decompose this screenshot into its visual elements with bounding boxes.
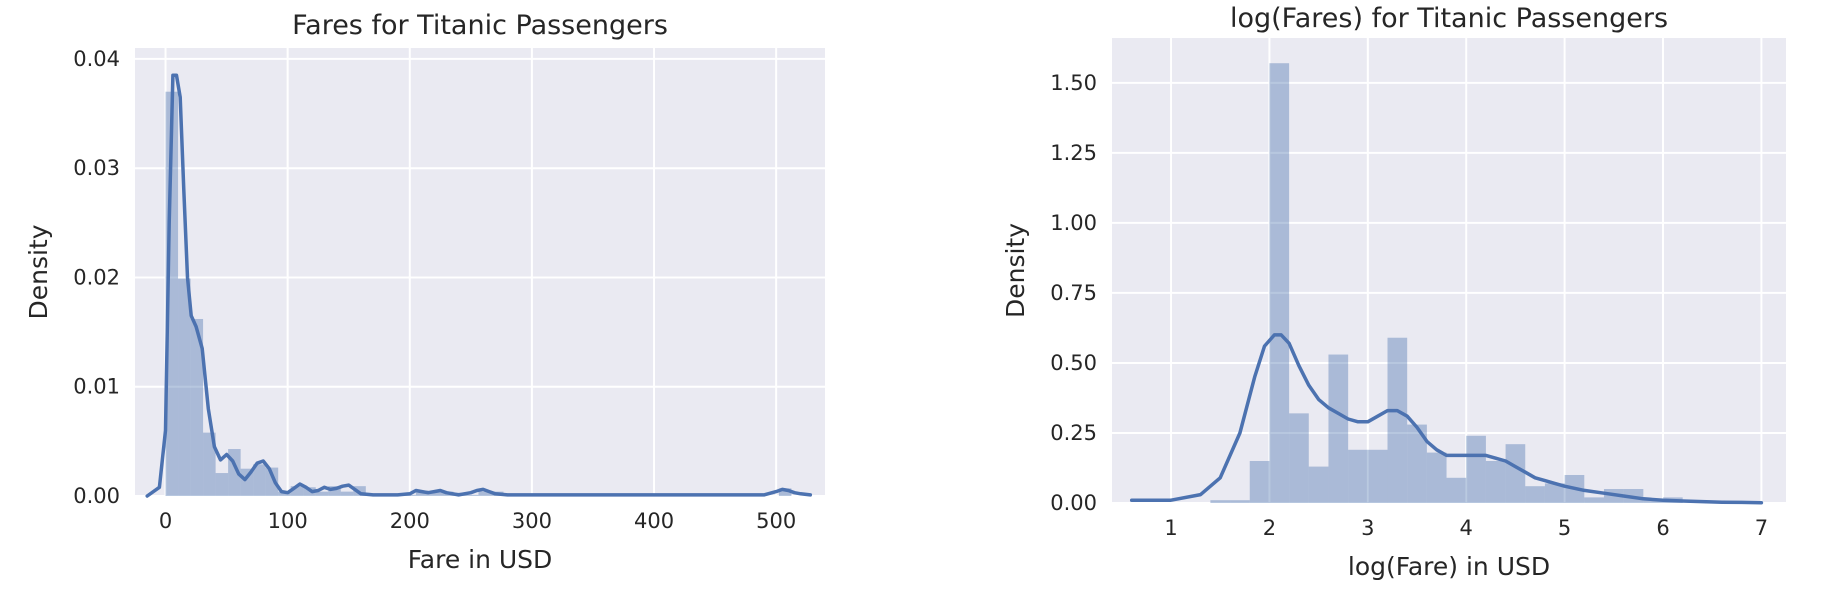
- x-tick-label: 4: [1460, 516, 1473, 540]
- chart-title: Fares for Titanic Passengers: [292, 10, 668, 41]
- y-tick-label: 0.00: [1050, 491, 1097, 515]
- chart-2: 1 2 3 4 5 6 7 0.00 0.25 0.50 0.75 1.00 1.25 1.50 log(F…: [1001, 3, 1786, 581]
- x-tick-label: 100: [268, 509, 308, 533]
- y-tick-label: 0.01: [73, 375, 120, 399]
- histogram-bar: [428, 491, 441, 496]
- histogram-bar: [1348, 449, 1368, 503]
- histogram-bar: [1643, 500, 1664, 503]
- histogram-bar: [1230, 500, 1250, 503]
- x-axis-label: log(Fare) in USD: [1348, 552, 1550, 581]
- x-tick-label: 500: [756, 509, 796, 533]
- histogram-bar: [1328, 354, 1349, 503]
- y-tick-label: 0.50: [1050, 351, 1097, 375]
- x-tick-label: 300: [512, 509, 552, 533]
- histogram-bar: [190, 318, 204, 496]
- y-tick-label: 0.02: [73, 265, 120, 289]
- histogram-bar: [1466, 435, 1486, 503]
- x-tick-label: 5: [1558, 516, 1571, 540]
- histogram-bar: [1426, 452, 1447, 503]
- histogram-bar: [1505, 444, 1526, 503]
- histogram-bar: [215, 473, 229, 496]
- histogram-bar: [203, 432, 216, 496]
- x-tick-label: 3: [1361, 516, 1374, 540]
- histogram-bar: [478, 491, 491, 496]
- histogram-bar: [1210, 500, 1231, 503]
- histogram-bar: [1544, 483, 1565, 503]
- histogram-bar: [315, 491, 329, 496]
- histogram-bar: [1289, 413, 1309, 503]
- histogram-bar: [1446, 477, 1467, 503]
- histogram-bar: [1407, 424, 1427, 503]
- y-axis-label: Density: [1001, 223, 1030, 318]
- histogram-bar: [1387, 337, 1408, 503]
- y-tick-label: 0.03: [73, 156, 120, 180]
- x-tick-label: 1: [1164, 516, 1177, 540]
- y-axis-label: Density: [24, 224, 53, 319]
- x-tick-label: 0: [159, 509, 172, 533]
- histogram-bar: [1308, 466, 1329, 503]
- histogram-bar: [178, 278, 191, 496]
- x-tick-label: 2: [1263, 516, 1276, 540]
- x-tick-label: 200: [390, 509, 430, 533]
- plot-area: [135, 48, 825, 496]
- x-tick-label: 7: [1755, 516, 1768, 540]
- histogram-bar: [328, 486, 341, 496]
- x-tick-label: 6: [1656, 516, 1669, 540]
- y-tick-label: 0.75: [1050, 281, 1097, 305]
- histogram-bar: [1367, 449, 1388, 503]
- chart-1: 0 100 200 300 400 500 0.00 0.01 0.02 0.03 0.04 Fare…: [24, 10, 825, 574]
- histogram-bar: [253, 464, 266, 496]
- histogram-bar: [265, 467, 279, 496]
- chart-title: log(Fares) for Titanic Passengers: [1230, 3, 1668, 34]
- histogram-bar: [290, 486, 304, 496]
- y-tick-label: 0.00: [73, 484, 120, 508]
- y-tick-label: 1.00: [1050, 211, 1097, 235]
- y-tick-label: 1.25: [1050, 141, 1097, 165]
- histogram-bar: [1584, 497, 1604, 503]
- y-tick-label: 1.50: [1050, 71, 1097, 95]
- kde-line: [145, 73, 813, 498]
- histogram-bar: [778, 488, 792, 496]
- histogram-bar: [1249, 460, 1270, 503]
- histogram-bar: [1269, 63, 1290, 503]
- y-tick-label: 0.04: [73, 47, 120, 71]
- histogram-bar: [1485, 460, 1506, 503]
- y-tick-label: 0.25: [1050, 421, 1097, 445]
- kde-line: [1129, 333, 1764, 505]
- x-tick-label: 400: [634, 509, 674, 533]
- histogram-bar: [1525, 486, 1545, 503]
- plot-area: [1112, 38, 1786, 503]
- x-axis-label: Fare in USD: [408, 545, 553, 574]
- histogram-bar: [340, 491, 354, 496]
- histogram-bar: [465, 494, 479, 496]
